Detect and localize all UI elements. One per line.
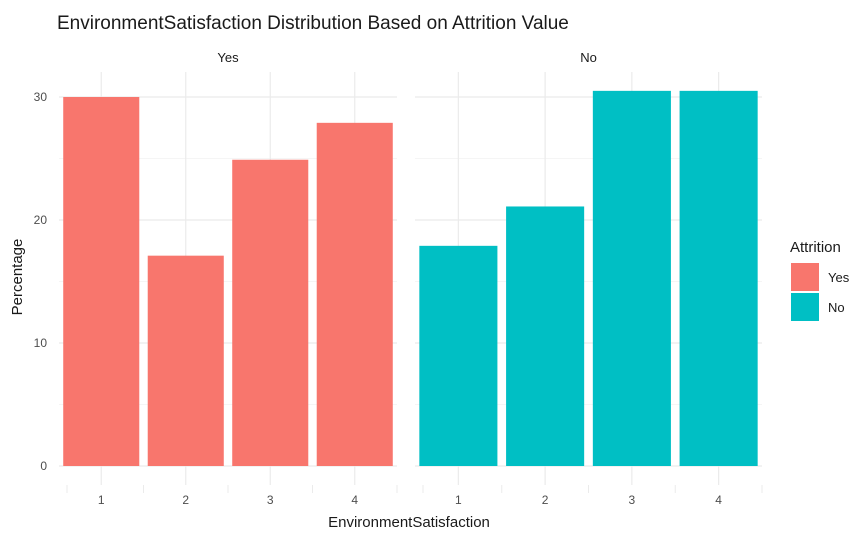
x-tick-label: 1 bbox=[98, 493, 105, 507]
panel-0: Yes 1 2 3 4 bbox=[59, 50, 398, 507]
chart-title: EnvironmentSatisfaction Distribution Bas… bbox=[57, 13, 569, 34]
y-axis-title: Percentage bbox=[9, 239, 26, 316]
facet-label: Yes bbox=[217, 50, 239, 65]
y-tick-label: 10 bbox=[34, 336, 48, 350]
y-tick-label: 20 bbox=[34, 213, 48, 227]
legend-key bbox=[791, 263, 819, 291]
x-tick-label: 3 bbox=[267, 493, 274, 507]
x-tick-label: 4 bbox=[715, 493, 722, 507]
facet-panels: Yes 1 2 3 4 No 1 2 3 4 0 10 20 30 bbox=[34, 50, 763, 507]
facet-label: No bbox=[580, 50, 597, 65]
x-axis-title: EnvironmentSatisfaction bbox=[328, 514, 490, 531]
bar bbox=[419, 245, 498, 466]
bar bbox=[63, 97, 140, 466]
bar bbox=[147, 255, 224, 466]
y-axis: 0 10 20 30 bbox=[34, 90, 48, 473]
y-tick-label: 30 bbox=[34, 90, 48, 104]
x-tick-label: 2 bbox=[542, 493, 549, 507]
x-tick-label: 2 bbox=[182, 493, 189, 507]
bar bbox=[316, 122, 393, 466]
x-tick-label: 3 bbox=[629, 493, 636, 507]
x-tick-label: 4 bbox=[351, 493, 358, 507]
bar bbox=[592, 90, 671, 466]
legend-label: No bbox=[828, 300, 845, 315]
bar bbox=[679, 90, 758, 466]
y-tick-label: 0 bbox=[40, 459, 47, 473]
bar bbox=[232, 159, 309, 467]
legend-label: Yes bbox=[828, 270, 850, 285]
legend-title: Attrition bbox=[790, 239, 841, 256]
legend-key bbox=[791, 293, 819, 321]
panel-1: No 1 2 3 4 bbox=[415, 50, 763, 507]
bar bbox=[506, 206, 585, 466]
x-tick-label: 1 bbox=[455, 493, 462, 507]
legend: Attrition Yes No bbox=[790, 239, 850, 321]
